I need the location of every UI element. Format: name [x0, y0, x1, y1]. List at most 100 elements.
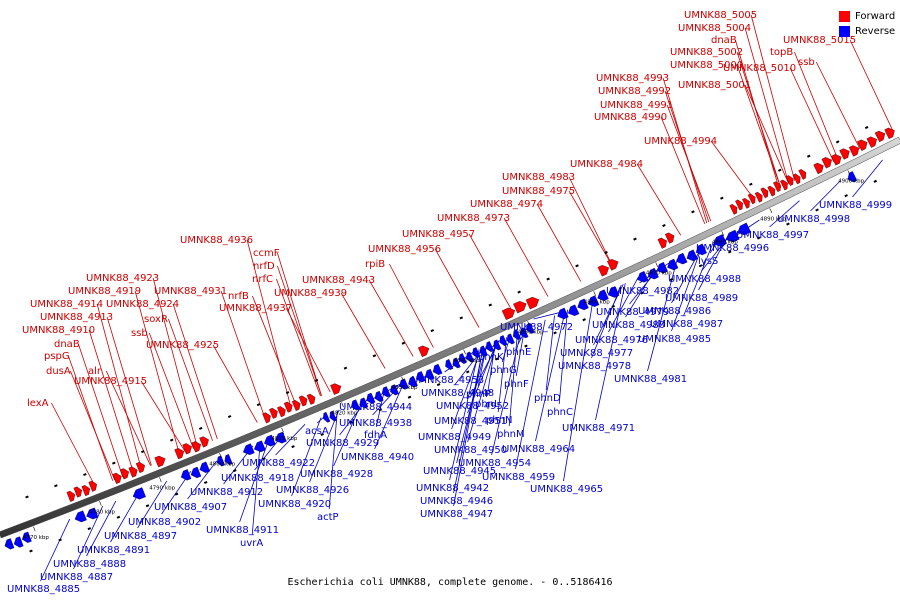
reverse-gene-label-umnk88-4942: UMNK88_4942 — [416, 483, 489, 494]
forward-gene-35 — [767, 185, 776, 197]
reverse-gene-label-umnk88-4885: UMNK88_4885 — [7, 584, 80, 595]
forward-gene-leader-line — [88, 329, 134, 473]
axis-tick-label: 4850 kbp — [518, 329, 544, 335]
reverse-gene-label-umnk88-4972: UMNK88_4972 — [500, 322, 573, 333]
reverse-gene-32 — [472, 347, 481, 358]
forward-gene-leader-line — [246, 239, 292, 409]
reverse-gene-leader-line — [852, 159, 883, 198]
reverse-gene-2 — [21, 531, 32, 543]
trna-mark — [436, 383, 441, 387]
reverse-gene-label-phnf: phnF — [504, 379, 529, 390]
forward-gene-8 — [154, 455, 166, 468]
forward-gene-label-umnk88-4910: UMNK88_4910 — [22, 325, 95, 336]
trna-mark — [864, 125, 869, 130]
reverse-gene-12 — [253, 440, 266, 453]
trna-mark — [786, 222, 790, 226]
reverse-gene-leader-line — [137, 480, 168, 529]
reverse-gene-leader-line — [467, 341, 498, 443]
forward-gene-label-lexa: lexA — [27, 398, 49, 409]
reverse-gene-label-uvra: uvrA — [240, 538, 263, 549]
reverse-gene-56 — [737, 222, 751, 236]
forward-gene-label-umnk88-4943: UMNK88_4943 — [302, 275, 375, 286]
forward-gene-24 — [525, 296, 540, 310]
forward-gene-leader-line — [212, 344, 258, 423]
reverse-gene-leader-line — [86, 500, 117, 557]
trna-mark — [25, 495, 29, 499]
reverse-gene-leader-line — [563, 297, 594, 482]
reverse-gene-leader-line — [595, 283, 626, 421]
axis-tick — [721, 231, 725, 237]
forward-gene-label-umnk88-4925: UMNK88_4925 — [146, 340, 219, 351]
reverse-gene-label-umnk88-4964: UMNK88_4964 — [502, 444, 575, 455]
trna-mark — [116, 515, 121, 519]
axis-tick — [219, 452, 222, 458]
forward-gene-leader-line — [134, 290, 180, 455]
reverse-gene-18 — [359, 397, 369, 409]
trna-mark — [291, 445, 295, 449]
reverse-gene-52 — [686, 249, 698, 262]
trna-mark — [640, 291, 645, 295]
forward-gene-41 — [813, 162, 824, 175]
forward-gene-25 — [597, 265, 610, 277]
reverse-gene-leader-line — [558, 309, 568, 405]
forward-gene-leader-line — [105, 370, 151, 466]
reverse-gene-leader-line — [453, 347, 484, 507]
reverse-gene-label-umnk88-4988: UMNK88_4988 — [668, 274, 741, 285]
forward-gene-7 — [135, 461, 146, 474]
forward-gene-39 — [792, 173, 801, 185]
forward-gene-26 — [607, 259, 619, 271]
reverse-gene-label-umnk88-4981: UMNK88_4981 — [614, 374, 687, 385]
forward-gene-44 — [839, 148, 850, 160]
forward-gene-label-umnk88-4915: UMNK88_4915 — [74, 376, 147, 387]
forward-gene-label-nrfb: nrfB — [228, 291, 249, 302]
forward-gene-label-dnab: dnaB — [711, 35, 737, 46]
reverse-gene-label-umnk88-4987: UMNK88_4987 — [650, 319, 723, 330]
reverse-gene-leader-line — [508, 332, 518, 427]
trna-mark — [517, 290, 521, 294]
reverse-gene-44 — [587, 295, 600, 307]
axis-tick — [593, 291, 596, 296]
reverse-gene-0 — [4, 538, 15, 550]
reverse-gene-53 — [695, 243, 707, 256]
reverse-gene-label-umnk88-4999: UMNK88_4999 — [819, 200, 892, 211]
reverse-gene-leader-line — [486, 342, 496, 397]
reverse-gene-28 — [445, 359, 454, 370]
forward-gene-label-nrfc: nrfC — [252, 274, 273, 285]
forward-gene-40 — [798, 169, 807, 180]
forward-gene-leader-line — [148, 332, 194, 449]
forward-gene-label-umnk88-4994: UMNK88_4994 — [644, 136, 717, 147]
trna-mark — [835, 140, 840, 144]
reverse-gene-label-umnk88-4978: UMNK88_4978 — [558, 361, 631, 372]
reverse-gene-15 — [323, 411, 331, 423]
reverse-gene-leader-line — [491, 330, 522, 456]
forward-gene-label-umnk88-5015: UMNK88_5015 — [783, 35, 856, 46]
trna-mark — [749, 182, 753, 186]
reverse-gene-38 — [513, 329, 522, 340]
reverse-gene-37 — [506, 333, 515, 345]
forward-gene-11 — [191, 441, 202, 453]
reverse-gene-23 — [399, 378, 409, 390]
reverse-gene-label-umnk88-4911: UMNK88_4911 — [206, 525, 279, 536]
reverse-gene-31 — [466, 351, 475, 363]
reverse-gene-50 — [667, 258, 679, 271]
forward-gene-49 — [884, 127, 895, 140]
reverse-gene-49 — [656, 261, 668, 274]
forward-gene-leader-line — [51, 402, 97, 488]
trna-mark — [233, 469, 237, 473]
forward-gene-leader-line — [168, 318, 213, 441]
reverse-gene-label-phnd: phnD — [534, 393, 561, 404]
trna-mark — [29, 549, 33, 553]
reverse-gene-label-phnp: phnP — [466, 389, 491, 400]
forward-gene-32 — [747, 193, 756, 205]
forward-gene-label-umnk88-5002: UMNK88_5002 — [670, 47, 743, 58]
reverse-gene-35 — [493, 339, 502, 351]
forward-gene-label-umnk88-4974: UMNK88_4974 — [470, 199, 543, 210]
trna-mark — [604, 250, 608, 255]
forward-gene-leader-line — [434, 248, 480, 328]
forward-gene-label-umnk88-4939: UMNK88_4939 — [274, 288, 347, 299]
reverse-gene-label-umnk88-4980: UMNK88_4980 — [592, 320, 665, 331]
trna-mark — [169, 438, 174, 442]
trna-mark — [553, 331, 557, 335]
